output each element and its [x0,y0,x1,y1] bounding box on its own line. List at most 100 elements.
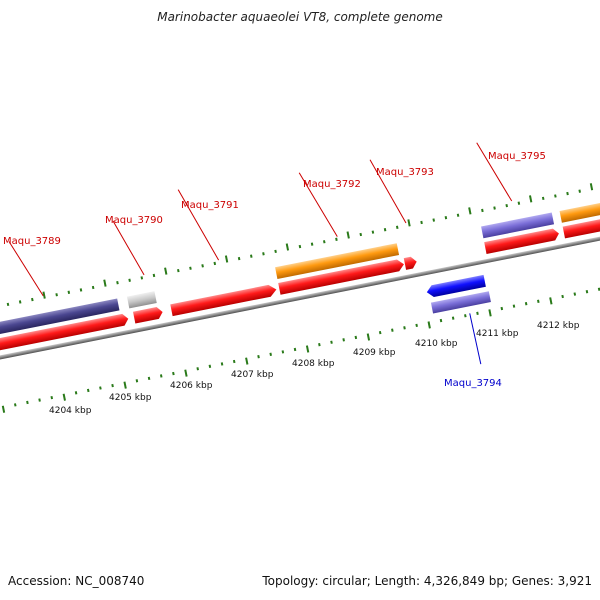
major-tick [346,231,350,239]
gene-label-maqu-3789[interactable]: Maqu_3789 [3,236,61,247]
cds-maqu-3795[interactable] [484,228,560,254]
minor-tick [456,213,460,217]
minor-tick [6,302,10,307]
major-tick [468,207,472,215]
gene-maqu-3795[interactable] [481,212,555,239]
cds-maqu-3790[interactable] [133,306,164,324]
minor-tick [335,237,338,241]
minor-tick [476,311,479,316]
minor-tick [189,266,192,270]
minor-tick [566,191,569,196]
gene-label-maqu-3791[interactable]: Maqu_3791 [181,200,239,211]
minor-tick [177,268,180,273]
minor-tick [213,261,217,266]
major-tick [549,297,553,305]
major-tick [1,405,6,413]
minor-tick [269,352,272,356]
minor-tick [18,300,22,304]
major-tick [488,309,492,317]
minor-tick [111,383,114,388]
gene-maqu-3796[interactable] [559,197,600,223]
minor-tick [322,240,326,244]
label-leader-maqu-3794 [469,313,482,365]
minor-tick [342,338,345,342]
minor-tick [383,228,387,232]
gene-label-maqu-3793[interactable]: Maqu_3793 [376,167,434,178]
minor-tick [262,252,265,256]
minor-tick [86,388,90,393]
minor-tick [281,350,285,354]
minor-tick [585,290,589,294]
minor-tick [140,276,144,280]
minor-tick [220,362,224,366]
gene-maqu-3789[interactable] [0,298,120,338]
gene-label-maqu-3794[interactable]: Maqu_3794 [444,378,502,389]
genome-title: Marinobacter aquaeolei VT8, complete gen… [157,10,443,24]
forward-tick-row [6,183,594,307]
major-tick [184,369,188,377]
minor-tick [444,215,448,220]
minor-tick [310,242,314,246]
minor-tick [172,371,175,376]
scale-label: 4206 kbp [170,381,213,391]
major-tick [407,219,411,227]
gene-label-maqu-3790[interactable]: Maqu_3790 [105,215,163,226]
minor-tick [38,398,41,402]
minor-tick [232,359,236,364]
cds-maqu-3789[interactable] [0,313,129,354]
genome-backbone [0,226,600,363]
gene-maqu-3790-pseudo[interactable] [126,291,157,309]
minor-tick [293,347,297,352]
scale-label: 4208 kbp [292,359,335,369]
cds-maqu-3794[interactable] [426,274,486,298]
gene-label-maqu-3795[interactable]: Maqu_3795 [488,151,546,162]
minor-tick [378,330,382,335]
major-tick [62,393,66,401]
major-tick [42,291,46,299]
minor-tick [481,208,484,213]
minor-tick [152,273,156,278]
minor-tick [13,403,17,407]
minor-tick [464,314,467,318]
minor-tick [55,293,58,297]
minor-tick [201,264,204,268]
scale-label: 4211 kbp [476,329,519,339]
gene-labels: Maqu_3789 Maqu_3790 Maqu_3791 Maqu_3792 … [3,151,546,389]
cds-maqu-3791[interactable] [170,284,277,317]
minor-tick [318,342,321,347]
major-tick [589,183,594,191]
minor-tick [371,230,375,234]
minor-tick [573,292,577,296]
minor-tick [135,379,139,383]
minor-tick [208,364,212,368]
minor-tick [541,196,545,201]
minor-tick [439,318,443,323]
minor-tick [500,306,504,311]
scale-labels: 4204 kbp 4205 kbp 4206 kbp 4207 kbp 4208… [49,321,580,416]
cds-maqu-3792[interactable] [278,258,405,295]
minor-tick [298,244,302,249]
minor-tick [537,299,540,303]
minor-tick [505,203,508,208]
major-tick [285,243,290,251]
scale-label: 4205 kbp [109,393,152,403]
gene-maqu-3792[interactable] [275,243,400,280]
scale-label: 4207 kbp [231,370,274,380]
minor-tick [517,201,521,205]
minor-tick [403,326,406,330]
cds-maqu-3793[interactable] [403,256,418,270]
major-tick [103,279,107,287]
major-tick [366,333,371,341]
gene-label-maqu-3792[interactable]: Maqu_3792 [303,179,361,190]
major-tick [305,345,310,353]
minor-tick [91,285,95,290]
gene-maqu-3794[interactable] [430,291,491,314]
minor-tick [512,304,516,308]
minor-tick [147,376,151,381]
minor-tick [330,340,333,344]
cds-maqu-3796[interactable] [562,213,600,239]
label-leaders [8,142,513,297]
minor-tick [128,278,131,282]
major-tick [164,267,168,275]
major-tick [427,321,431,329]
